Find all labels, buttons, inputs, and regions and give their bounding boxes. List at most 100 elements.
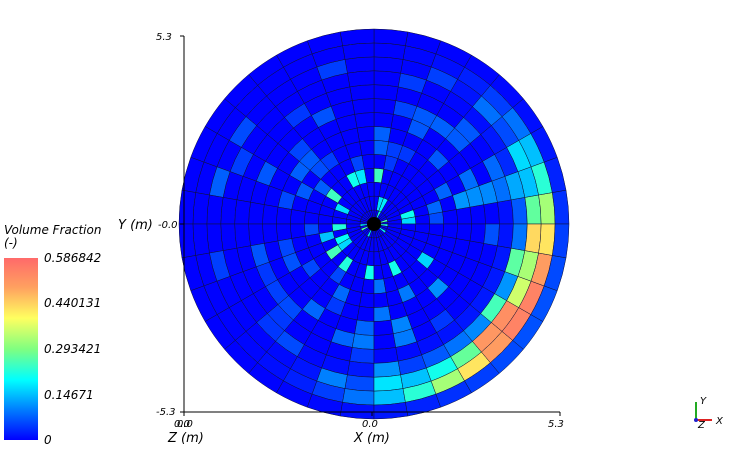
disk-cell [290,209,306,225]
disk-cell [248,223,265,247]
disk-cell [349,84,375,101]
disk-cell [342,388,375,406]
y-tick-zero: -0.0 [158,220,178,231]
disk-cell [373,347,399,364]
disk-cell [192,223,210,256]
disk-cell [304,211,320,225]
disk-cell [339,28,375,46]
triad-z-label: Z [697,420,706,431]
disk-cell [497,199,514,225]
disk-cell [373,319,394,336]
disk-cell [373,360,401,378]
disk-cell [356,306,375,322]
disk-cell [373,374,404,392]
x-axis-title: X (m) [353,431,390,446]
disk-cell [524,194,542,225]
disk-cell [178,223,196,259]
disk-cell [220,197,238,225]
disk-cell [344,56,375,74]
disk-cell [347,70,375,88]
x-tick-max: 5.3 [548,419,564,430]
colorbar-gradient [4,258,38,440]
colorbar-tick-3: 0.14671 [44,388,94,402]
disk-cell [373,388,406,406]
y-axis: 5.3 -0.0 -5.3 Y (m) [118,32,185,418]
disk-cell [469,204,486,225]
disk-cell [351,98,375,115]
disk-cell [373,126,392,142]
disk-cell [524,223,542,254]
disk-cell [354,319,375,336]
disk-cell [262,204,279,225]
disk-cell [373,42,406,60]
disk-cell [373,98,397,115]
y-axis-title: Y (m) [118,218,153,233]
triad-z-dot [694,418,698,422]
disk-cell [354,112,375,129]
z-tick-a: 0.0 [174,419,190,430]
disk-cell [373,140,389,156]
disk-cell [342,42,375,60]
colorbar-tick-4: 0 [44,433,52,447]
disk-cell [552,223,570,259]
disk-cell [234,199,251,225]
disk-cell [373,333,397,350]
disk-cell [373,84,399,101]
disk-cell [538,192,556,225]
disk-cell [428,223,444,237]
disk-cell [347,360,375,378]
colorbar-tick-1: 0.440131 [44,296,101,310]
disk-cell [483,223,500,247]
colorbar: Volume Fraction (-) 0.586842 0.440131 0.… [4,223,101,447]
disk-cell [339,402,375,420]
disk-cell [349,347,375,364]
disk-cell [192,192,210,225]
y-tick-max: 5.3 [156,32,172,43]
disk-cell [552,189,570,225]
disk-cell [373,154,387,170]
disk-cell [510,197,528,225]
disk-cell [356,126,375,142]
disk-cell [456,206,472,225]
disk-cell [248,201,265,225]
disk-cell [234,223,251,249]
disk-cell [206,194,224,225]
disk-cell [373,56,404,74]
triad-y-label: Y [700,396,707,407]
disk-cell [373,306,392,322]
z-axis-title: Z (m) [167,431,204,446]
x-tick-zero: 0.0 [362,419,378,430]
z-tick-b: 0.0 [177,419,193,430]
disk-cell [483,201,500,225]
disk-cell [178,189,196,225]
colorbar-title: Volume Fraction [4,223,101,237]
disk-cell [373,70,401,88]
disk-cell [351,333,375,350]
disk-cell [361,278,375,294]
disk-cell [276,223,292,242]
disk-cell [373,112,394,129]
disk-cell [276,206,292,225]
volume-fraction-disk [178,28,570,420]
disk-cell [510,223,528,251]
disk-cell [359,292,375,308]
disk-cell [344,374,375,392]
disk-cell [373,28,409,46]
colorbar-units: (-) [4,236,18,250]
triad-x-label: X [715,416,724,427]
disk-center-hub [367,217,381,231]
colorbar-tick-2: 0.293421 [44,342,101,356]
disk-cell [220,223,238,251]
disk-cell [262,223,279,244]
disk-cell [497,223,514,249]
disk-cell [456,223,472,242]
z-axis: 0.0 0.0 Z (m) [167,419,204,446]
disk-cell [538,223,556,256]
disk-cell [469,223,486,244]
orientation-triad: Y X Z [694,396,724,431]
colorbar-tick-0: 0.586842 [44,251,101,265]
disk-cell [373,402,409,420]
x-axis: 0.0 5.3 X (m) [183,411,564,446]
disk-cell [442,223,458,239]
